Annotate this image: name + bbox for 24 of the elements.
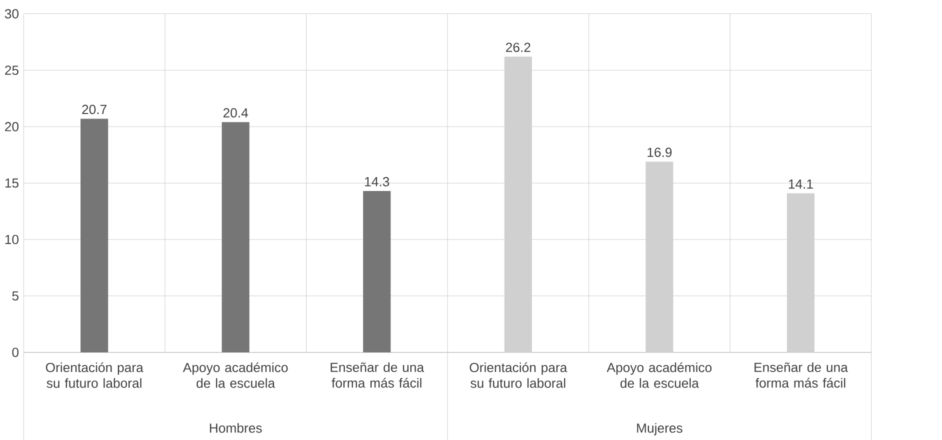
bar [363,190,391,352]
text: Hombres [210,422,262,433]
y-tick-label: 5 [12,291,18,300]
x-tick-label: Orientación para su futuro laboral [46,362,144,388]
y-tick-label: 0 [12,348,19,357]
data-label: 14.1 [788,179,813,188]
bar [80,118,108,352]
data-label: 14.3 [365,176,390,186]
x-tick-label: Apoyo académico de la escuela [606,362,712,388]
y-tick-label: 20 [5,122,19,132]
text: Mujeres [637,422,682,436]
y-tick-label: 15 [5,178,18,188]
data-label: 16.9 [648,147,672,157]
y-tick-label: 10 [5,234,19,244]
x-tick-label: Orientación para su futuro laboral [470,362,568,388]
x-tick-label: Enseñar de una forma más fácil [330,362,424,388]
x-tick-label: Enseñar de una forma más fácil [754,362,848,388]
y-tick-label: 25 [5,65,18,75]
y-tick-label: 30 [4,8,19,18]
data-label: 20.4 [223,108,248,118]
data-label: 20.7 [82,104,106,114]
data-label: 26.2 [506,42,530,52]
bar [222,122,250,352]
x-tick-label: Apoyo académico de la escuela [182,362,288,388]
